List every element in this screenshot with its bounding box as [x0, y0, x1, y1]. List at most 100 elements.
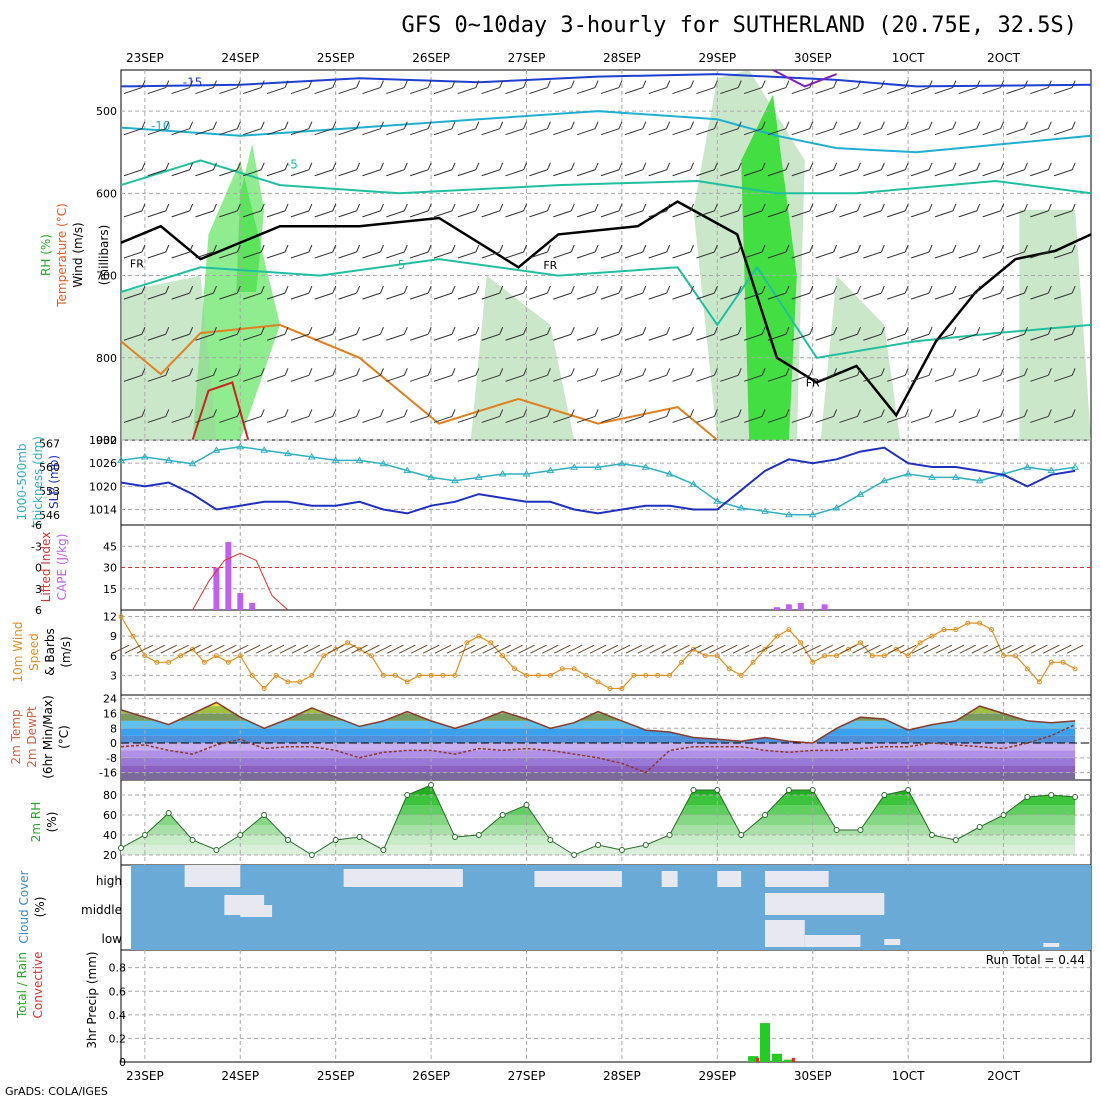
wind-barb — [792, 644, 810, 654]
wind-speed-marker — [345, 640, 351, 646]
wind-barb — [648, 374, 667, 382]
wind-barb — [123, 333, 143, 341]
wind-barb — [195, 87, 214, 95]
wind-barb — [409, 169, 429, 177]
wind-barb — [386, 415, 405, 423]
wind-speed-marker — [857, 640, 863, 646]
cape-bar — [237, 593, 244, 610]
wind-barb — [260, 285, 265, 294]
wind-barb — [427, 203, 432, 212]
wind-barb — [260, 121, 265, 129]
thickness-marker — [641, 463, 650, 470]
rh-marker — [237, 832, 244, 838]
wind-barb — [387, 644, 404, 654]
wind-barb — [243, 644, 261, 654]
wind-barb — [976, 244, 981, 253]
wind-barb — [409, 210, 429, 218]
wind-barb — [553, 251, 572, 259]
date-label: 1OCT — [892, 51, 925, 65]
wind-barb — [546, 409, 551, 417]
wind-barb — [624, 128, 643, 136]
wind-barb — [457, 333, 477, 341]
wind-speed-marker — [440, 672, 446, 678]
wind-barb — [284, 368, 289, 376]
wind-barb — [815, 87, 834, 95]
wind-barb — [713, 244, 718, 253]
rh-marker — [809, 787, 816, 793]
wind-barb — [934, 251, 954, 259]
cloud-patch — [1043, 943, 1060, 947]
run-total-label: Run Total = 0.44 — [986, 953, 1085, 967]
wind-barb — [857, 327, 861, 335]
wind-barb — [219, 128, 238, 136]
wind-barb — [910, 87, 930, 95]
date-label: 28SEP — [603, 51, 641, 65]
wind-barb — [743, 210, 763, 218]
wind-speed-marker — [595, 679, 601, 685]
wind-barb — [713, 203, 718, 212]
wind-barb — [928, 203, 933, 212]
wind-barb — [451, 162, 456, 170]
rh-shading — [236, 144, 265, 292]
wind-barb — [624, 251, 643, 259]
wind-barb — [976, 203, 981, 212]
wind-barb — [266, 333, 286, 341]
wind-barb — [910, 210, 930, 218]
wind-barb — [427, 368, 432, 376]
wind-barb — [409, 292, 429, 300]
wind-barb — [386, 292, 405, 300]
wind-barb — [451, 285, 456, 294]
wind-barb — [839, 415, 858, 423]
wind-barb — [147, 333, 166, 341]
wind-barb — [743, 87, 763, 95]
rh-marker — [690, 787, 697, 793]
wind-barb — [600, 87, 620, 95]
wind-speed-marker — [452, 672, 458, 678]
wind-barb — [553, 374, 572, 382]
thickness-marker — [856, 490, 865, 497]
wind-barb — [761, 203, 766, 212]
wind-barb — [266, 374, 286, 382]
wind-barb — [123, 169, 143, 177]
wind-barb — [1006, 210, 1025, 218]
wind-barb — [529, 374, 548, 382]
wind-speed-marker — [523, 672, 529, 678]
wind-barb — [785, 162, 790, 170]
wind-barb — [576, 415, 596, 423]
wind-barb — [713, 121, 718, 129]
wind-barb — [618, 203, 623, 212]
wind-barb — [768, 644, 786, 654]
wind-barb — [785, 285, 790, 294]
rh-marker — [332, 837, 339, 843]
cloud-patch — [765, 893, 885, 915]
wind-barb — [147, 169, 166, 177]
wind-barb — [976, 121, 981, 129]
rh-tick: 20 — [103, 849, 117, 862]
axis-label: 1000-500mb — [15, 443, 29, 520]
wind-barb — [887, 210, 906, 218]
rh-band — [121, 835, 1076, 845]
wind-barb — [685, 644, 702, 654]
wind-barb — [577, 644, 595, 654]
wind-barb — [189, 121, 194, 129]
thickness-marker — [236, 442, 245, 450]
wind-barb — [982, 333, 1001, 341]
wind-barb — [165, 203, 170, 212]
wind-barb — [481, 292, 500, 300]
wind-barb — [887, 644, 905, 654]
rh-marker — [666, 832, 673, 838]
wind-barb — [720, 333, 739, 341]
wind-barb — [880, 244, 885, 253]
rh-marker — [499, 812, 506, 818]
wind-barb — [189, 327, 194, 335]
wind-barb — [422, 644, 440, 654]
rh-marker — [451, 834, 458, 840]
wind-barb — [379, 285, 384, 294]
wind-barb — [648, 87, 667, 95]
wind-barb — [236, 285, 241, 294]
upper-air-panel: -15 -10 -5 -5 FR FR FR 500 600 700 800 900 RH (%) Tem… — [39, 69, 1092, 447]
wind-barb — [386, 374, 405, 382]
wind-barb — [409, 87, 429, 95]
rh-marker — [189, 837, 196, 843]
wind-barb — [982, 251, 1001, 259]
